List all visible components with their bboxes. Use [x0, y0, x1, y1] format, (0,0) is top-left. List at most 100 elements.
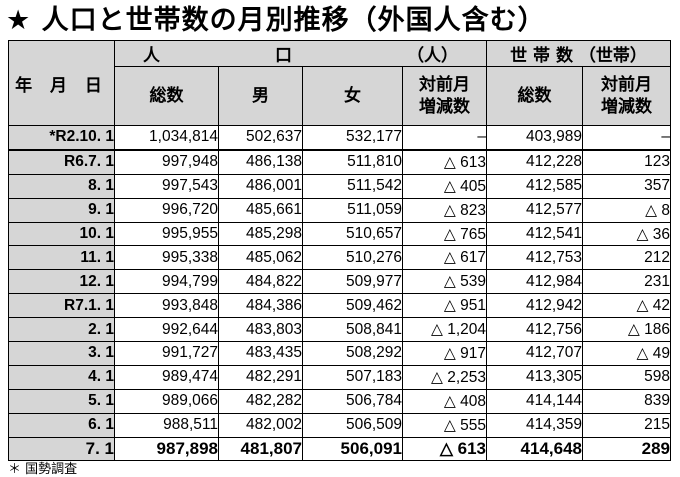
population-group-header: 人 口 （人）	[114, 40, 487, 67]
cell-male: 484,386	[218, 293, 303, 319]
cell-hh-change: 231	[581, 269, 672, 295]
row-date: 6. 1	[8, 412, 115, 438]
cell-total: 991,727	[114, 341, 219, 366]
cell-total: 992,644	[114, 317, 219, 343]
row-date: R7.1. 1	[8, 293, 115, 319]
cell-total: 987,898	[114, 436, 219, 462]
cell-hh-total: 412,228	[486, 149, 583, 175]
cell-total: 989,474	[114, 364, 219, 390]
cell-hh-change: 598	[581, 364, 672, 390]
table-row: 5. 1 989,066 482,282 506,784 △ 408 414,144 839	[8, 388, 672, 414]
row-date: R6.7. 1	[8, 149, 115, 175]
cell-change: △ 408	[402, 388, 487, 414]
cell-total: 996,720	[114, 197, 219, 223]
cell-change: △ 555	[402, 412, 487, 438]
cell-female: 506,784	[302, 388, 403, 414]
cell-hh-change: 212	[581, 245, 672, 271]
cell-total: 997,543	[114, 173, 219, 199]
cell-total: 994,799	[114, 269, 219, 295]
row-date: 10. 1	[8, 221, 115, 247]
cell-total: 1,034,814	[114, 124, 219, 151]
cell-hh-change: △ 49	[581, 341, 672, 366]
page-title: ★ 人口と世帯数の月別推移（外国人含む）	[6, 5, 546, 36]
table-row: 4. 1 989,474 482,291 507,183 △ 2,253 413,305 5…	[8, 364, 672, 390]
cell-hh-total: 414,144	[486, 388, 583, 414]
cell-male: 482,002	[218, 412, 303, 438]
table-row: 3. 1 991,727 483,435 508,292 △ 917 412,707 △ 4…	[8, 341, 672, 366]
cell-female: 509,462	[302, 293, 403, 319]
cell-hh-total: 414,359	[486, 412, 583, 438]
cell-female: 511,542	[302, 173, 403, 199]
table-row: 11. 1 995,338 485,062 510,276 △ 617 412,753 21…	[8, 245, 672, 271]
cell-female: 509,977	[302, 269, 403, 295]
cell-male: 481,807	[218, 436, 303, 462]
cell-female: 508,292	[302, 341, 403, 366]
cell-male: 482,282	[218, 388, 303, 414]
row-date: 9. 1	[8, 197, 115, 223]
cell-change: △ 917	[402, 341, 487, 366]
table-row: 2. 1 992,644 483,803 508,841 △ 1,204 412,756 △…	[8, 317, 672, 343]
table-row: 9. 1 996,720 485,661 511,059 △ 823 412,577 △ 8	[8, 197, 672, 223]
table-row: 7. 1 987,898 481,807 506,091 △ 613 414,648 289	[8, 436, 672, 462]
table-row: *R2.10. 1 1,034,814 502,637 532,177–403,989…	[8, 124, 672, 151]
table-row: R7.1. 1 993,848 484,386 509,462 △ 951 412,942…	[8, 293, 672, 319]
cell-change: △ 1,204	[402, 317, 487, 343]
cell-hh-total: 412,541	[486, 221, 583, 247]
cell-total: 988,511	[114, 412, 219, 438]
cell-hh-change: △ 186	[581, 317, 672, 343]
cell-hh-total: 412,585	[486, 173, 583, 199]
cell-change: △ 617	[402, 245, 487, 271]
cell-change: △ 405	[402, 173, 487, 199]
row-date: 8. 1	[8, 173, 115, 199]
row-date: 5. 1	[8, 388, 115, 414]
cell-female: 508,841	[302, 317, 403, 343]
cell-change: △ 951	[402, 293, 487, 319]
table-row: 8. 1 997,543 486,001 511,542 △ 405 412,585 357	[8, 173, 672, 199]
date-column-header: 年 月 日	[8, 40, 115, 126]
cell-hh-total: 412,753	[486, 245, 583, 271]
cell-hh-total: 414,648	[486, 436, 583, 462]
cell-male: 482,291	[218, 364, 303, 390]
footnote: ＊ 国勢調査	[8, 462, 78, 477]
cell-change: △ 539	[402, 269, 487, 295]
cell-hh-change: 123	[581, 149, 672, 175]
row-date: 11. 1	[8, 245, 115, 271]
pop-total-header: 総数	[114, 66, 219, 126]
cell-female: 511,059	[302, 197, 403, 223]
table-row: 6. 1 988,511 482,002 506,509 △ 555 414,359 215	[8, 412, 672, 438]
population-table: 年 月 日 人 口 （人） 世 帯 数 （世帯） 総数 男 女 対前月 増減数 …	[8, 40, 672, 462]
cell-female: 511,810	[302, 149, 403, 175]
cell-female: 506,091	[302, 436, 403, 462]
hh-change-header: 対前月 増減数	[581, 66, 672, 126]
cell-change: △ 613	[402, 436, 487, 462]
cell-female: 510,276	[302, 245, 403, 271]
row-date: 12. 1	[8, 269, 115, 295]
cell-hh-total: 403,989	[486, 124, 583, 151]
cell-hh-change: –	[581, 124, 672, 151]
cell-total: 995,955	[114, 221, 219, 247]
cell-female: 510,657	[302, 221, 403, 247]
cell-change: –	[402, 124, 487, 151]
population-group-label-2: 口	[275, 46, 292, 66]
cell-hh-change: 289	[581, 436, 672, 462]
row-date: 7. 1	[8, 436, 115, 462]
cell-change: △ 823	[402, 197, 487, 223]
cell-total: 995,338	[114, 245, 219, 271]
cell-change: △ 613	[402, 149, 487, 175]
cell-male: 485,298	[218, 221, 303, 247]
cell-hh-change: △ 42	[581, 293, 672, 319]
cell-total: 993,848	[114, 293, 219, 319]
cell-hh-change: △ 8	[581, 197, 672, 223]
cell-hh-change: △ 36	[581, 221, 672, 247]
hh-total-header: 総数	[486, 66, 583, 126]
cell-male: 486,001	[218, 173, 303, 199]
households-group-header: 世 帯 数 （世帯）	[485, 40, 672, 67]
pop-change-header: 対前月 増減数	[402, 66, 487, 126]
cell-hh-total: 412,756	[486, 317, 583, 343]
cell-hh-total: 412,942	[486, 293, 583, 319]
row-date: 2. 1	[8, 317, 115, 343]
row-date: *R2.10. 1	[8, 124, 115, 151]
cell-total: 989,066	[114, 388, 219, 414]
cell-male: 483,435	[218, 341, 303, 366]
cell-change: △ 2,253	[402, 364, 487, 390]
